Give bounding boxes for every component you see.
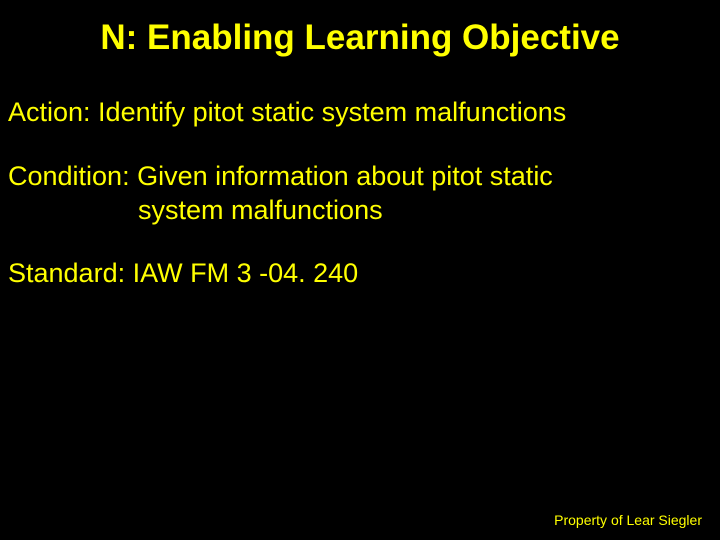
- condition-text-line1: Given information about pitot static: [137, 161, 553, 191]
- slide-container: N: Enabling Learning Objective Action: I…: [0, 0, 720, 540]
- condition-block: Condition: Given information about pitot…: [8, 160, 712, 228]
- action-text: Identify pitot static system malfunction…: [98, 97, 566, 127]
- action-label: Action:: [8, 97, 98, 127]
- footer-text: Property of Lear Siegler: [554, 512, 702, 528]
- slide-title: N: Enabling Learning Objective: [8, 18, 712, 58]
- condition-label: Condition:: [8, 161, 137, 191]
- condition-text-line2: system malfunctions: [8, 194, 712, 228]
- action-block: Action: Identify pitot static system mal…: [8, 96, 712, 130]
- slide-body: Action: Identify pitot static system mal…: [8, 96, 712, 291]
- standard-label: Standard:: [8, 258, 133, 288]
- standard-text: IAW FM 3 -04. 240: [133, 258, 359, 288]
- standard-block: Standard: IAW FM 3 -04. 240: [8, 257, 712, 291]
